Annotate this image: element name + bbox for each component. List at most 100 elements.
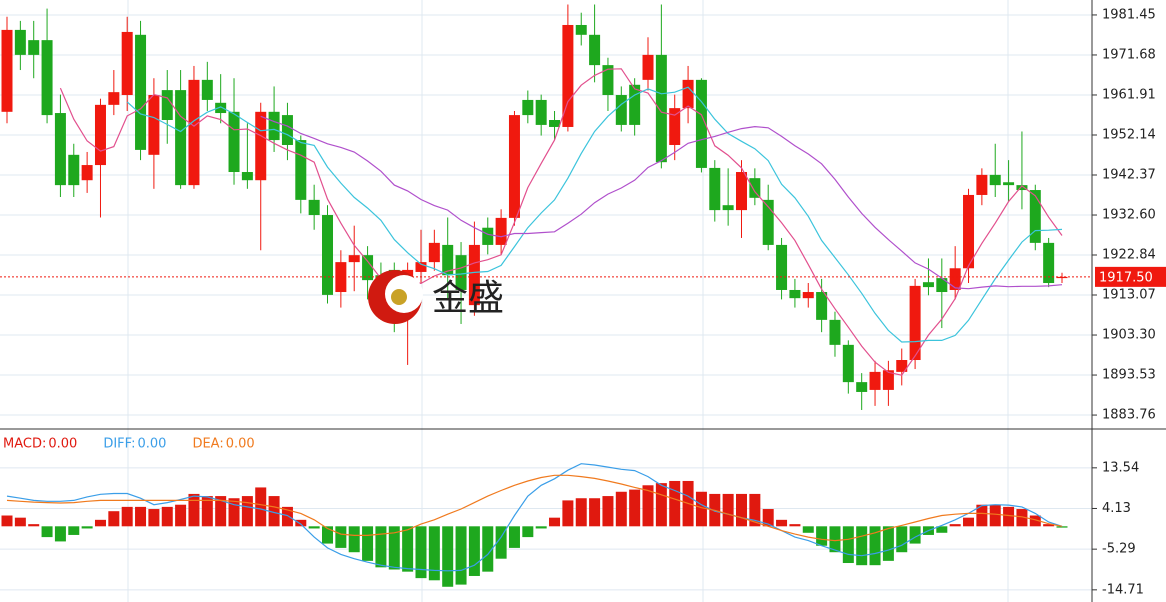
macd-bar xyxy=(81,526,93,529)
macd-bar xyxy=(241,496,253,527)
macd-bar xyxy=(388,526,400,570)
macd-bar xyxy=(642,485,654,527)
legend-value: 0.00 xyxy=(137,437,166,452)
macd-bar xyxy=(776,519,788,527)
legend-name: MACD: xyxy=(3,437,46,452)
candle-body xyxy=(281,115,293,145)
legend-name: DEA: xyxy=(192,437,223,452)
macd-bar xyxy=(402,526,414,572)
y-tick-label: 1952.14 xyxy=(1102,127,1156,142)
candle-body xyxy=(882,370,894,390)
candle-body xyxy=(508,115,520,218)
macd-bar xyxy=(816,526,828,546)
candle-body xyxy=(816,292,828,320)
macd-bar xyxy=(255,487,267,527)
candle-body xyxy=(789,289,801,299)
candle-body xyxy=(28,40,40,55)
macd-bar xyxy=(54,526,66,542)
candle-body xyxy=(135,34,147,150)
candle-body xyxy=(1029,190,1041,243)
candle-body xyxy=(308,199,320,216)
candle-body xyxy=(108,92,120,105)
y-tick-label: 1893.53 xyxy=(1102,368,1156,383)
last-price-box xyxy=(1095,266,1166,287)
macd-bar xyxy=(762,509,774,527)
macd-bar xyxy=(735,493,747,527)
candle-body xyxy=(455,255,467,290)
candle-body xyxy=(322,215,334,295)
candle-body xyxy=(615,95,627,125)
ma-line xyxy=(260,115,1063,290)
macd-bar xyxy=(963,517,975,527)
macd-bar xyxy=(415,526,427,579)
candle-body xyxy=(362,255,374,281)
candle-body xyxy=(415,262,427,272)
macd-bar xyxy=(1003,506,1015,527)
candle-body xyxy=(1003,182,1015,186)
macd-bar xyxy=(1016,509,1028,527)
macd-bar xyxy=(94,519,106,527)
y-tick-label: 13.54 xyxy=(1102,460,1139,475)
candle-body xyxy=(1056,276,1068,279)
candle-body xyxy=(241,172,253,181)
candle-body xyxy=(1043,242,1055,284)
candle-body xyxy=(709,167,721,211)
candle-body xyxy=(228,111,240,173)
candle-body xyxy=(575,24,587,35)
candle-body xyxy=(522,99,534,116)
macd-bar xyxy=(909,526,921,544)
macd-bar xyxy=(629,489,641,527)
macd-bar xyxy=(308,526,320,529)
candle-body xyxy=(682,79,694,109)
macd-bar xyxy=(455,526,467,585)
macd-bar xyxy=(989,504,1001,527)
macd-bar xyxy=(215,496,227,527)
macd-bar xyxy=(575,498,587,527)
candle-body xyxy=(428,242,440,263)
macd-bar xyxy=(1,515,13,527)
candle-body xyxy=(842,344,854,383)
macd-bar xyxy=(428,526,440,581)
legend-value: 0.00 xyxy=(226,437,255,452)
logo-dot xyxy=(391,289,407,305)
macd-bar xyxy=(1043,524,1055,527)
macd-bar xyxy=(869,526,881,566)
candle-body xyxy=(869,371,881,390)
candle-body xyxy=(81,165,93,181)
macd-bar xyxy=(362,526,374,561)
candle-body xyxy=(655,54,667,163)
macd-bar xyxy=(41,526,53,538)
macd-bar xyxy=(68,526,80,535)
candle-body xyxy=(549,120,561,127)
macd-bar xyxy=(1029,515,1041,527)
macd-bar xyxy=(615,491,627,527)
candle-body xyxy=(589,34,601,66)
candle-body xyxy=(629,84,641,125)
candle-body xyxy=(94,104,106,166)
y-tick-label: 1922.84 xyxy=(1102,247,1156,262)
candle-body xyxy=(348,255,360,263)
macd-bar xyxy=(295,519,307,527)
plot: 1981.45 1971.68 1961.91 1952.14 1942.37 1932.… xyxy=(0,4,1166,597)
macd-bar xyxy=(375,526,387,568)
candle-body xyxy=(695,79,707,168)
macd-bar xyxy=(829,526,841,553)
macd-bar xyxy=(655,483,667,527)
macd-bar xyxy=(722,493,734,527)
candle-body xyxy=(602,65,614,96)
macd-bar xyxy=(549,517,561,527)
macd-bar xyxy=(802,526,814,533)
macd-bar xyxy=(335,526,347,548)
y-tick-label: 1903.30 xyxy=(1102,328,1156,343)
candle-body xyxy=(41,40,53,116)
macd-bar xyxy=(268,496,280,527)
y-tick-label: 1942.37 xyxy=(1102,168,1156,183)
candle-body xyxy=(909,285,921,361)
macd-bar xyxy=(14,517,26,527)
macd-line xyxy=(6,474,1063,542)
y-tick-label: -14.71 xyxy=(1102,582,1144,597)
macd-bar xyxy=(468,526,480,576)
candle-body xyxy=(829,319,841,345)
